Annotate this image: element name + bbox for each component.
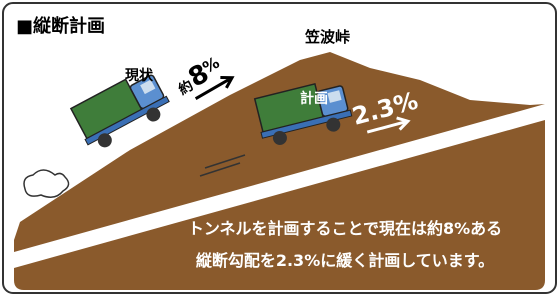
- diagram: ■縦断計画 笠波峠 現状 約 8 % 計画 2.3% トンネルを計画することで現…: [0, 0, 559, 296]
- pass-label: 笠波峠: [304, 28, 350, 46]
- current-label: 現状: [125, 67, 154, 84]
- description-line: 縦断勾配を2.3%に緩く計画しています。: [196, 251, 494, 270]
- plan-label: 計画: [300, 90, 328, 107]
- title: ■縦断計画: [16, 15, 105, 37]
- description-line: トンネルを計画することで現在は約8%ある: [188, 219, 502, 238]
